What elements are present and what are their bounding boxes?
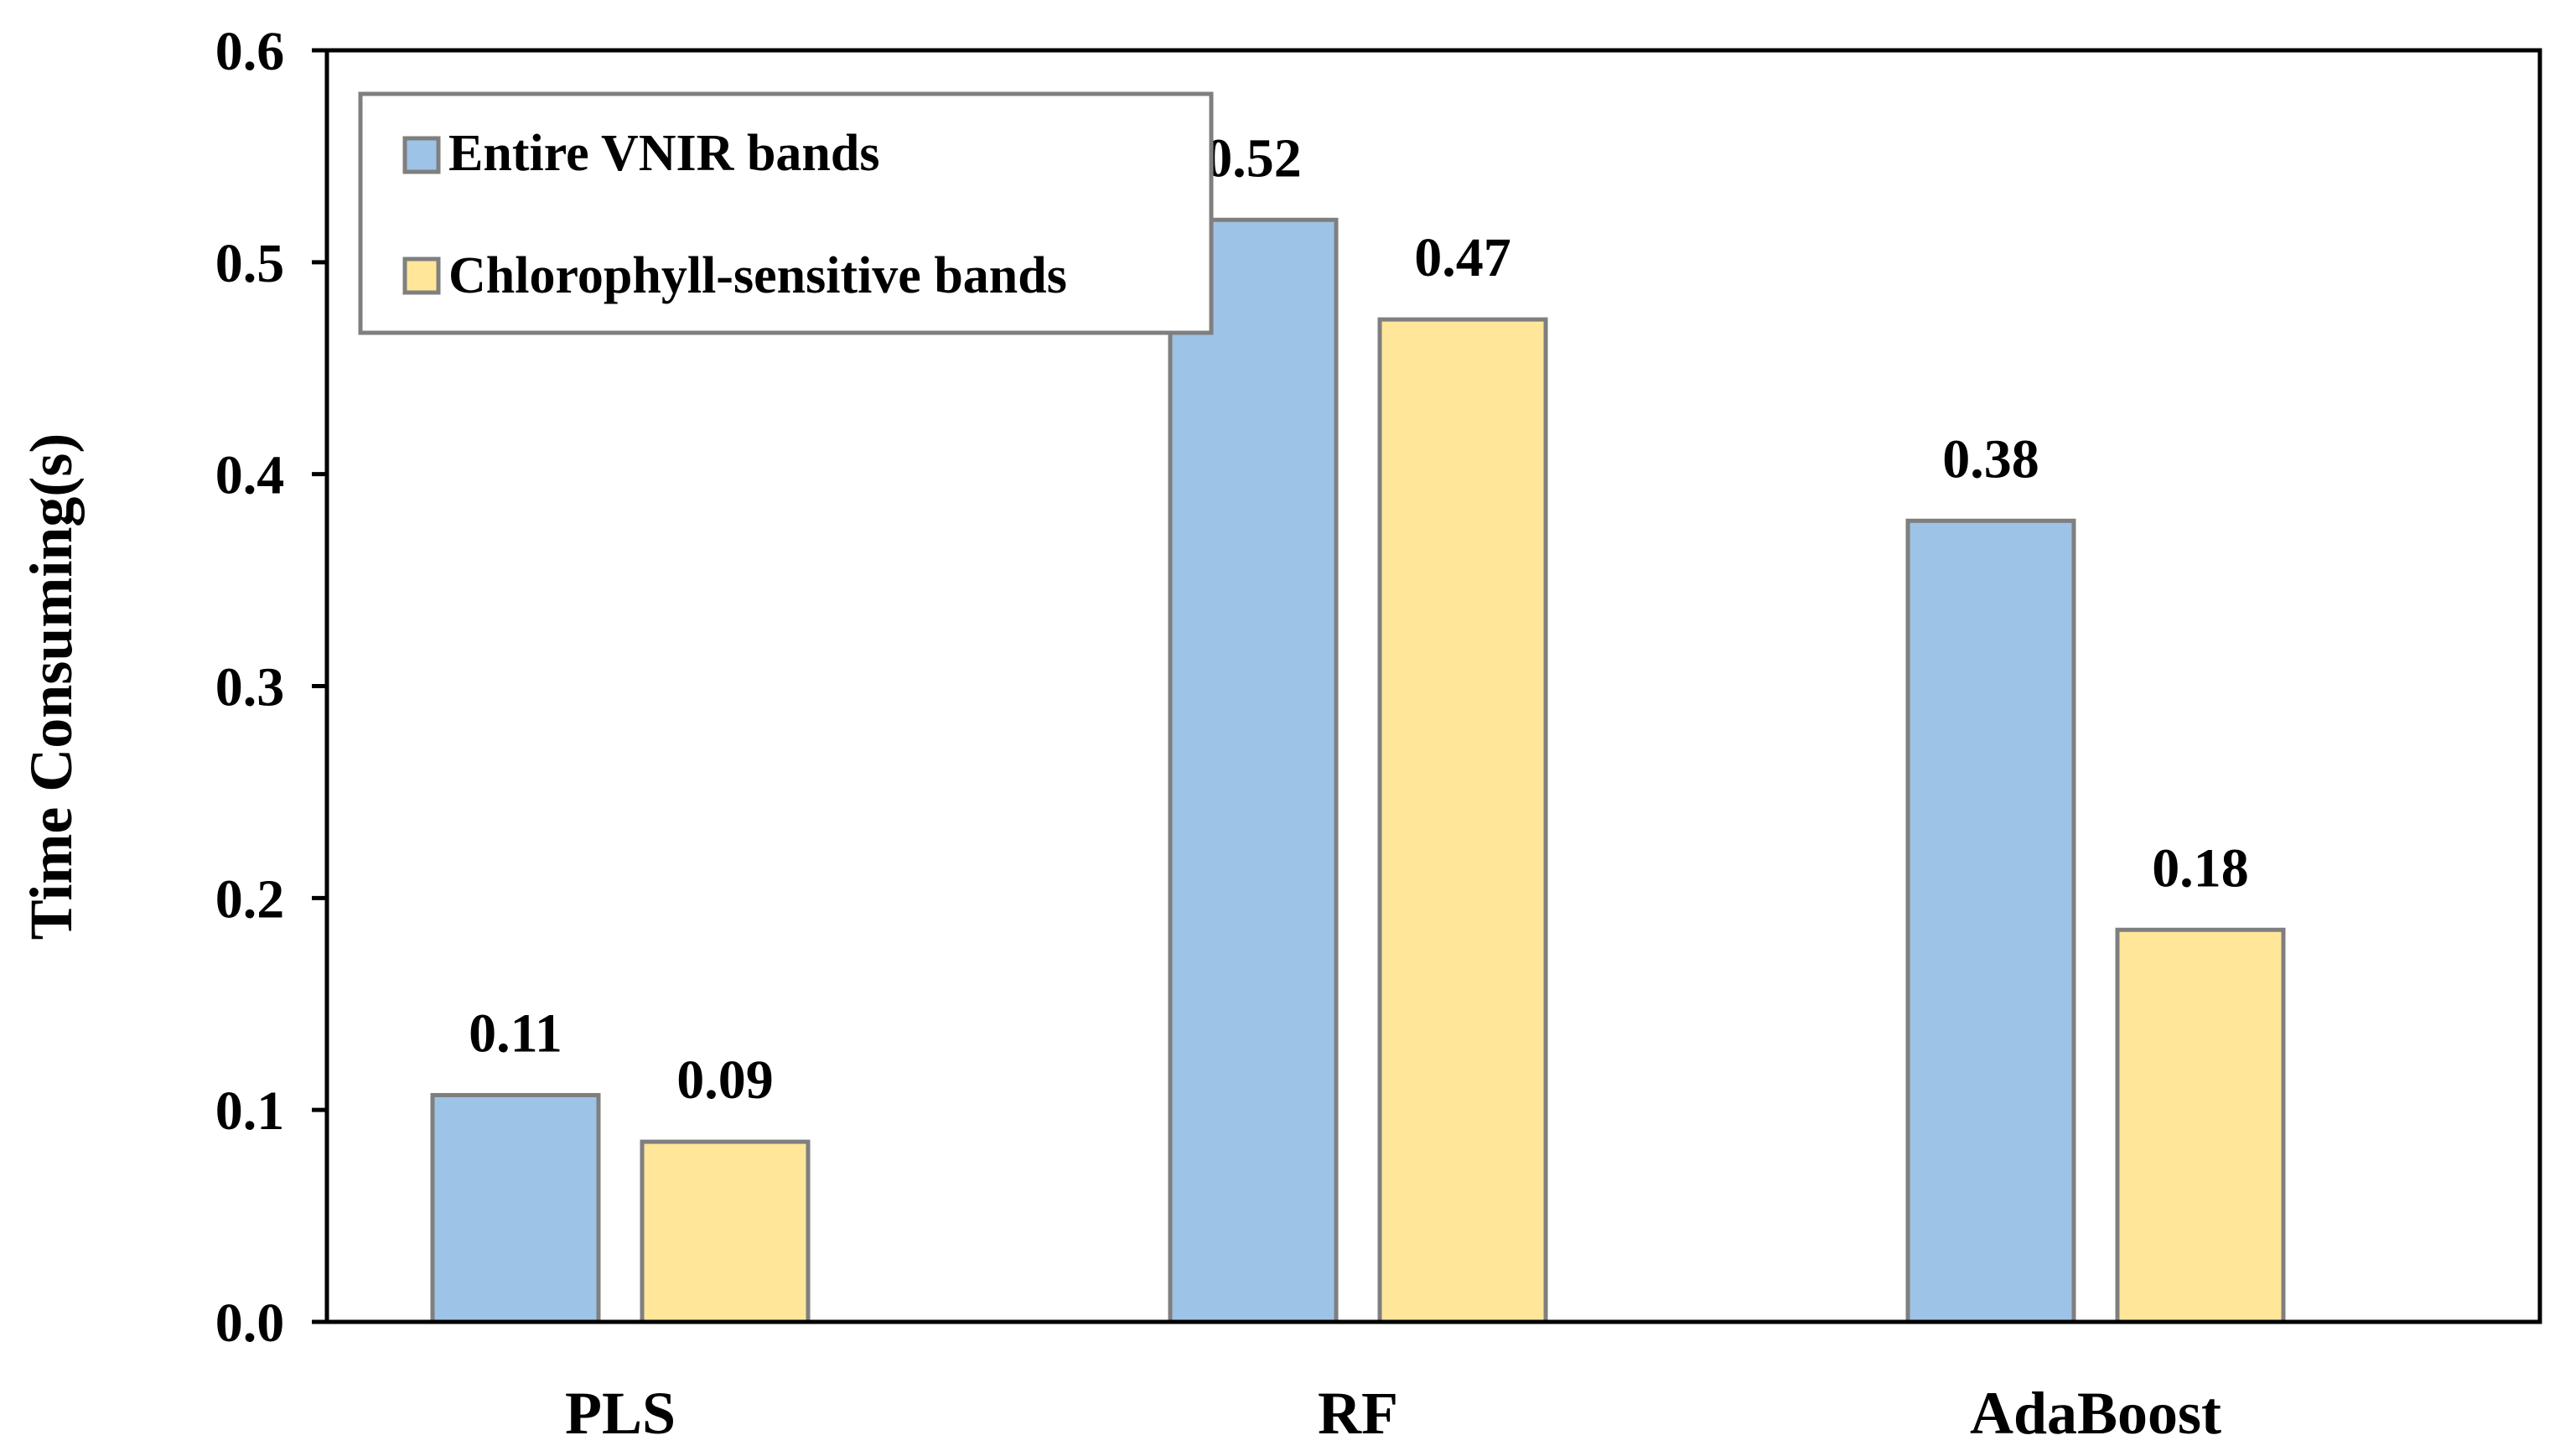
legend-box <box>358 91 1214 335</box>
legend-swatch-chlorophyll-sensitive <box>402 256 441 295</box>
y-tick-label: 0.3 <box>215 657 285 718</box>
legend-label-chlorophyll-sensitive: Chlorophyll-sensitive bands <box>448 247 1067 304</box>
data-label: 0.38 <box>1942 428 2039 490</box>
x-category-label: AdaBoost <box>1970 1380 2221 1447</box>
data-label: 0.09 <box>676 1049 774 1111</box>
y-tick-label: 0.2 <box>215 868 285 930</box>
y-tick-label: 0.0 <box>215 1293 285 1354</box>
y-tick-label: 0.6 <box>215 21 285 82</box>
data-label: 0.18 <box>2152 837 2249 899</box>
bar-adaboost-series-1 <box>2115 927 2286 1324</box>
x-category-label: RF <box>1318 1380 1398 1447</box>
legend: Entire VNIR bands Chlorophyll-sensitive … <box>358 91 1214 335</box>
legend-swatch-entire-vnir <box>402 136 441 174</box>
data-label: 0.47 <box>1414 227 1511 288</box>
bar-pls-series-1 <box>640 1139 811 1324</box>
y-axis-ticks: 0.0 0.1 0.2 0.3 0.4 0.5 0.6 <box>215 21 327 1354</box>
y-axis-label: Time Consuming(s) <box>18 433 85 940</box>
bar-rf-series-0 <box>1168 217 1339 1324</box>
bar-adaboost-series-0 <box>1905 518 2076 1324</box>
x-category-label: PLS <box>565 1380 676 1447</box>
plot-frame <box>324 48 2542 1324</box>
data-label: 0.52 <box>1205 127 1302 189</box>
y-tick-label: 0.4 <box>215 445 285 506</box>
data-labels-group: 0.11 0.09 0.52 0.47 0.38 0.18 <box>469 127 2249 1111</box>
bar-rf-series-1 <box>1377 317 1548 1324</box>
y-tick-label: 0.1 <box>215 1080 285 1142</box>
y-tick-label: 0.5 <box>215 233 285 294</box>
x-axis-category-labels: PLS RF AdaBoost <box>565 1380 2221 1447</box>
bar-pls-series-0 <box>430 1092 601 1324</box>
data-label: 0.11 <box>469 1003 562 1064</box>
legend-label-entire-vnir: Entire VNIR bands <box>448 125 880 182</box>
